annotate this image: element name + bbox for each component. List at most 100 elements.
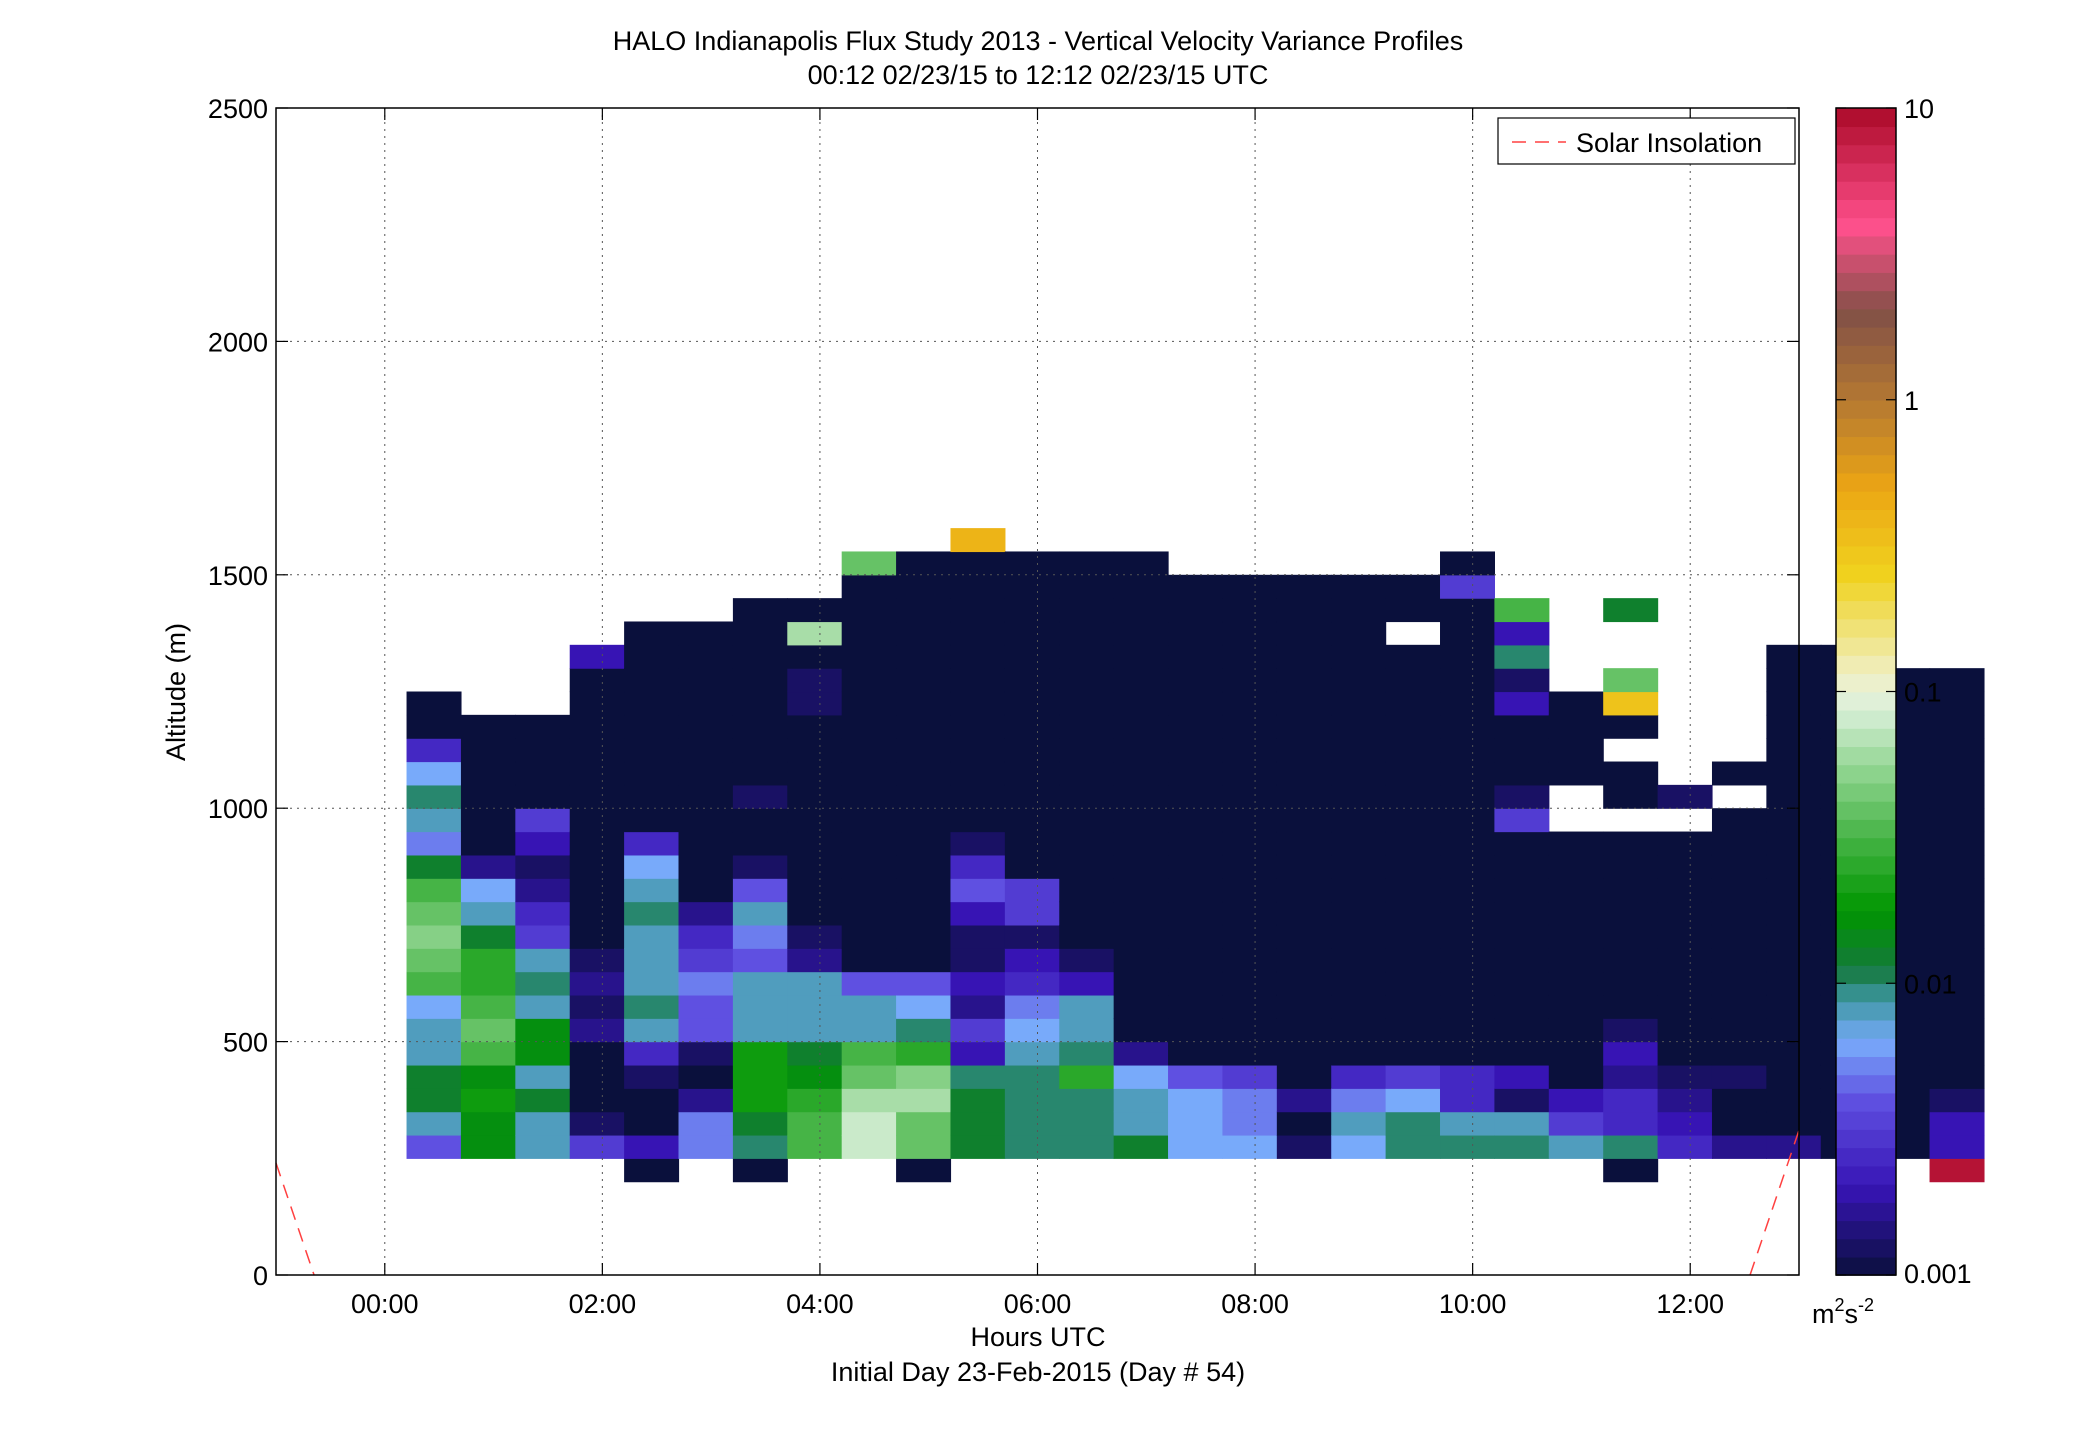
heatmap-cell [1004, 854, 1060, 879]
colorbar-band [1836, 746, 1896, 766]
heatmap-cell [1004, 948, 1060, 973]
heatmap-cell [1059, 1041, 1115, 1066]
heatmap-cell [624, 784, 680, 809]
heatmap-cell [732, 644, 788, 669]
heatmap-cell [1766, 994, 1822, 1019]
heatmap-cell [1331, 1088, 1387, 1113]
heatmap-cell [1440, 738, 1495, 763]
heatmap-cell [950, 1134, 1006, 1159]
heatmap-cell [1494, 621, 1550, 646]
heatmap-cell [896, 714, 952, 739]
colorbar-band [1836, 1110, 1896, 1130]
heatmap-cell [950, 691, 1006, 716]
heatmap-cell [1222, 924, 1278, 949]
heatmap-cell [1222, 854, 1278, 879]
heatmap-cell [1603, 668, 1659, 693]
heatmap-cell [1766, 714, 1822, 739]
heatmap-cell [950, 878, 1006, 903]
colorbar-band [1836, 290, 1896, 310]
heatmap-cell [1222, 878, 1278, 903]
heatmap-cell [569, 854, 625, 879]
heatmap-cell [569, 1088, 625, 1113]
heatmap-cell [1004, 1134, 1060, 1159]
heatmap-cell [569, 948, 625, 973]
heatmap-cell [896, 971, 952, 996]
x-axis-sublabel: Initial Day 23-Feb-2015 (Day # 54) [831, 1357, 1245, 1387]
heatmap-cell [624, 948, 680, 973]
heatmap-cell [1113, 1088, 1169, 1113]
heatmap-cell [732, 598, 788, 623]
heatmap-cell [1004, 1018, 1060, 1043]
heatmap-cell [1331, 1111, 1387, 1136]
heatmap-cell [1494, 831, 1550, 856]
heatmap-cell [950, 1041, 1006, 1066]
heatmap-cell [1657, 784, 1713, 809]
heatmap-cell [1222, 738, 1278, 763]
heatmap-cell [1276, 761, 1332, 786]
colorbar-band [1836, 819, 1896, 839]
colorbar-band [1836, 217, 1896, 237]
heatmap-cell [678, 831, 734, 856]
heatmap-cell [1657, 971, 1713, 996]
heatmap-cell [515, 948, 571, 973]
heatmap-cell [1440, 901, 1495, 926]
heatmap-cell [896, 574, 952, 599]
heatmap-cell [1548, 831, 1604, 856]
heatmap-cell [624, 971, 680, 996]
heatmap-cell [678, 621, 734, 646]
heatmap-cell [1276, 1134, 1332, 1159]
heatmap-cell [1657, 1134, 1713, 1159]
heatmap-cell [1004, 924, 1060, 949]
heatmap-cell [624, 854, 680, 879]
heatmap-cell [1059, 1018, 1115, 1043]
heatmap-cell [678, 1134, 734, 1159]
colorbar-band [1836, 144, 1896, 164]
colorbar-band [1836, 1220, 1896, 1240]
heatmap-cell [1766, 1041, 1822, 1066]
heatmap-cell [1331, 784, 1387, 809]
heatmap-cell [1222, 784, 1278, 809]
heatmap-cell [1059, 1111, 1115, 1136]
heatmap-cell [1711, 878, 1767, 903]
heatmap-cell [1276, 738, 1332, 763]
heatmap-cell [569, 831, 625, 856]
heatmap-cell [896, 784, 952, 809]
heatmap-cell [1222, 1041, 1278, 1066]
colorbar-band [1836, 1202, 1896, 1222]
colorbar-band [1836, 399, 1896, 419]
heatmap-cell [1113, 621, 1169, 646]
heatmap-cell [787, 668, 843, 693]
heatmap-cell [1059, 831, 1115, 856]
heatmap-cell [1766, 901, 1822, 926]
heatmap-cell [624, 1064, 680, 1089]
heatmap-cell [624, 1111, 680, 1136]
heatmap-cell [1059, 621, 1115, 646]
heatmap-cell [732, 1088, 788, 1113]
heatmap-cell [624, 924, 680, 949]
heatmap-cell [1168, 808, 1224, 833]
colorbar-band [1836, 655, 1896, 675]
heatmap-cell [406, 714, 462, 739]
heatmap-cell [1168, 784, 1224, 809]
heatmap-cell [1168, 621, 1224, 646]
heatmap-cell [1548, 1018, 1604, 1043]
heatmap-cell [1494, 878, 1550, 903]
heatmap-cell [1059, 971, 1115, 996]
heatmap-cell [1059, 551, 1115, 576]
heatmap-cell [1168, 1088, 1224, 1113]
heatmap-cell [841, 1064, 897, 1089]
heatmap-cell [1168, 738, 1224, 763]
heatmap-cell [1222, 621, 1278, 646]
heatmap-cell [841, 761, 897, 786]
heatmap-cell [1603, 901, 1659, 926]
heatmap-cell [1168, 878, 1224, 903]
colorbar-band [1836, 1256, 1896, 1276]
heatmap-cell [1331, 878, 1387, 903]
heatmap-cell [896, 598, 952, 623]
heatmap-cell [1113, 1041, 1169, 1066]
legend-entry-solar: Solar Insolation [1576, 128, 1762, 158]
heatmap-cell [1113, 948, 1169, 973]
heatmap-cell [1603, 714, 1659, 739]
heatmap-cell [1494, 1088, 1550, 1113]
heatmap-cell [678, 1088, 734, 1113]
